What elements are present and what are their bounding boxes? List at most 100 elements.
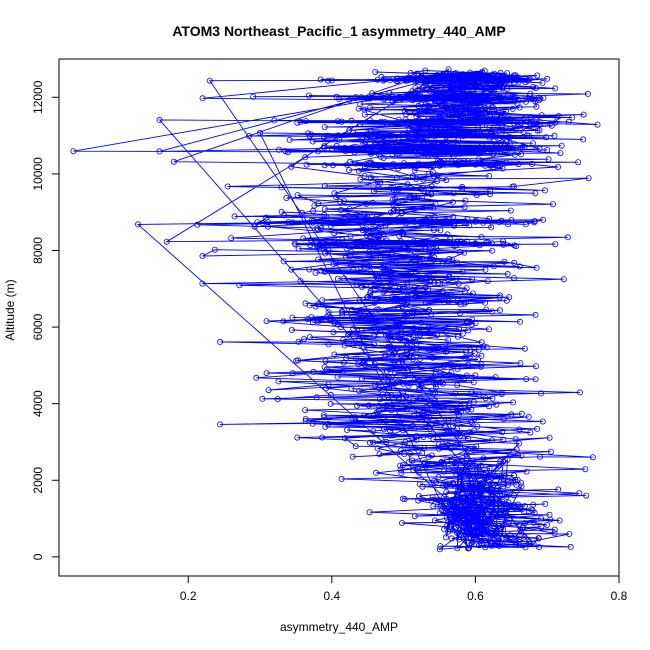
data-point bbox=[318, 225, 325, 232]
y-tick-label: 4000 bbox=[31, 390, 45, 417]
data-point bbox=[432, 201, 439, 208]
data-point bbox=[456, 475, 463, 482]
data-point bbox=[456, 248, 463, 255]
data-point bbox=[583, 492, 590, 499]
data-point bbox=[426, 306, 433, 313]
data-point bbox=[334, 373, 341, 380]
data-point bbox=[461, 505, 468, 512]
y-tick-label: 8000 bbox=[31, 237, 45, 264]
data-point bbox=[545, 156, 552, 163]
data-point bbox=[251, 223, 258, 230]
data-point bbox=[339, 309, 346, 316]
data-point bbox=[372, 69, 379, 76]
data-point bbox=[283, 194, 290, 201]
data-point bbox=[334, 118, 341, 125]
data-point bbox=[437, 503, 444, 510]
data-point bbox=[464, 128, 471, 135]
data-point bbox=[403, 393, 410, 400]
data-point bbox=[439, 119, 446, 126]
data-point bbox=[354, 217, 361, 224]
data-point bbox=[347, 233, 354, 240]
data-point bbox=[512, 534, 519, 541]
data-point bbox=[415, 381, 422, 388]
data-point bbox=[412, 132, 419, 139]
data-point bbox=[341, 342, 348, 349]
data-point bbox=[415, 116, 422, 123]
data-point bbox=[491, 535, 498, 542]
data-point bbox=[389, 94, 396, 101]
data-point bbox=[399, 131, 406, 138]
data-point bbox=[325, 247, 332, 254]
data-point bbox=[432, 370, 439, 377]
data-point bbox=[250, 93, 257, 100]
data-point bbox=[410, 466, 417, 473]
data-point bbox=[502, 132, 509, 139]
data-point bbox=[395, 217, 402, 224]
data-point bbox=[580, 111, 587, 118]
data-point bbox=[463, 451, 470, 458]
data-point bbox=[533, 264, 540, 271]
data-point bbox=[464, 117, 471, 124]
data-point bbox=[374, 244, 381, 251]
data-point bbox=[349, 341, 356, 348]
data-point bbox=[401, 75, 408, 82]
data-point bbox=[459, 90, 466, 97]
data-point bbox=[456, 430, 463, 437]
data-point bbox=[479, 78, 486, 85]
data-point bbox=[194, 221, 201, 228]
data-point bbox=[400, 230, 407, 237]
data-point bbox=[436, 159, 443, 166]
data-point bbox=[490, 509, 497, 516]
data-point bbox=[436, 123, 443, 130]
data-point bbox=[551, 132, 558, 139]
data-point bbox=[522, 98, 529, 105]
data-point bbox=[295, 338, 302, 345]
data-point bbox=[310, 316, 317, 323]
data-point bbox=[494, 513, 501, 520]
data-point bbox=[438, 143, 445, 150]
data-point bbox=[444, 231, 451, 238]
data-point bbox=[416, 239, 423, 246]
data-point bbox=[383, 401, 390, 408]
data-point bbox=[449, 80, 456, 87]
data-point bbox=[402, 438, 409, 445]
data-point bbox=[555, 113, 562, 120]
data-point bbox=[431, 517, 438, 524]
data-point bbox=[410, 397, 417, 404]
data-point bbox=[318, 267, 325, 274]
data-point bbox=[410, 325, 417, 332]
data-point bbox=[321, 162, 328, 169]
data-point bbox=[315, 256, 322, 263]
data-point bbox=[507, 207, 514, 214]
data-point bbox=[547, 448, 554, 455]
data-point bbox=[380, 96, 387, 103]
data-point bbox=[385, 218, 392, 225]
data-point bbox=[338, 308, 345, 315]
data-point bbox=[445, 518, 452, 525]
data-point bbox=[406, 458, 413, 465]
data-point bbox=[399, 495, 406, 502]
data-point bbox=[468, 117, 475, 124]
data-point bbox=[461, 249, 468, 256]
data-point bbox=[446, 255, 453, 262]
data-point bbox=[484, 504, 491, 511]
data-point bbox=[380, 426, 387, 433]
data-point bbox=[385, 374, 392, 381]
data-point bbox=[552, 119, 559, 126]
data-point bbox=[451, 127, 458, 134]
data-point bbox=[340, 198, 347, 205]
data-point bbox=[576, 490, 583, 497]
data-point bbox=[431, 213, 438, 220]
data-point bbox=[442, 101, 449, 108]
data-point bbox=[506, 116, 513, 123]
data-point bbox=[425, 308, 432, 315]
data-point bbox=[483, 526, 490, 533]
data-point bbox=[426, 432, 433, 439]
data-point bbox=[389, 351, 396, 358]
data-point bbox=[454, 530, 461, 537]
data-point bbox=[363, 133, 370, 140]
data-point bbox=[464, 216, 471, 223]
data-point bbox=[448, 158, 455, 165]
data-point bbox=[471, 427, 478, 434]
data-point bbox=[395, 304, 402, 311]
